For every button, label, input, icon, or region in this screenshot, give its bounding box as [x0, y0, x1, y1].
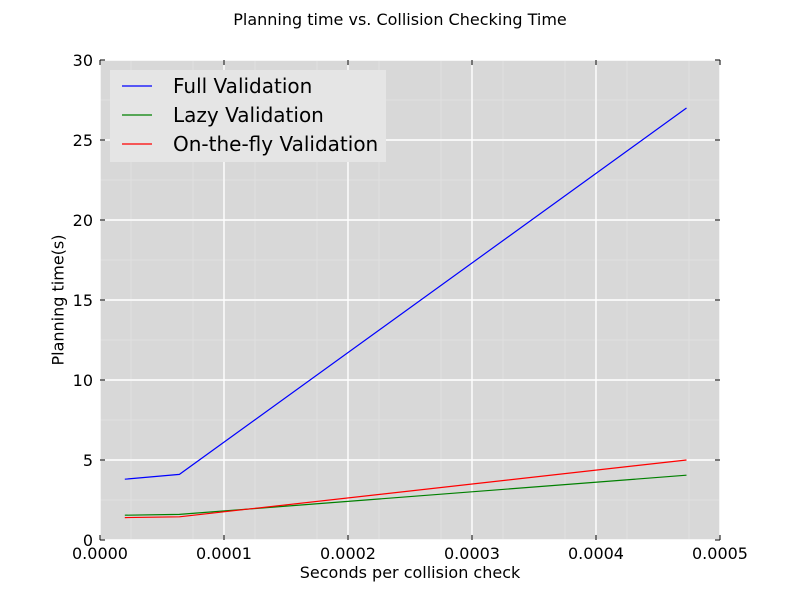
legend-box: [110, 70, 386, 162]
series-line-on-the-fly-validation: [124, 459, 687, 519]
y-tick-label: 5: [83, 451, 93, 470]
x-tick-label: 0.0002: [320, 544, 376, 563]
legend-label: On-the-fly Validation: [173, 132, 378, 156]
x-tick-label: 0.0000: [72, 544, 128, 563]
x-tick-label: 0.0004: [568, 544, 624, 563]
legend-label: Full Validation: [173, 74, 312, 98]
y-tick-label: 15: [73, 291, 93, 310]
x-tick-label: 0.0001: [196, 544, 252, 563]
series-line-lazy-validation: [124, 474, 687, 516]
y-tick-label: 10: [73, 371, 93, 390]
chart-title: Planning time vs. Collision Checking Tim…: [233, 10, 567, 29]
legend-label: Lazy Validation: [173, 103, 324, 127]
y-tick-label: 20: [73, 211, 93, 230]
y-axis-label: Planning time(s): [48, 234, 68, 366]
series-line-full-validation: [124, 107, 687, 480]
y-tick-label: 30: [73, 51, 93, 70]
x-tick-label: 0.0005: [692, 544, 748, 563]
x-tick-label: 0.0003: [444, 544, 500, 563]
y-tick-label: 25: [73, 131, 93, 150]
y-tick-label: 0: [83, 531, 93, 550]
x-axis-label: Seconds per collision check: [299, 563, 521, 582]
